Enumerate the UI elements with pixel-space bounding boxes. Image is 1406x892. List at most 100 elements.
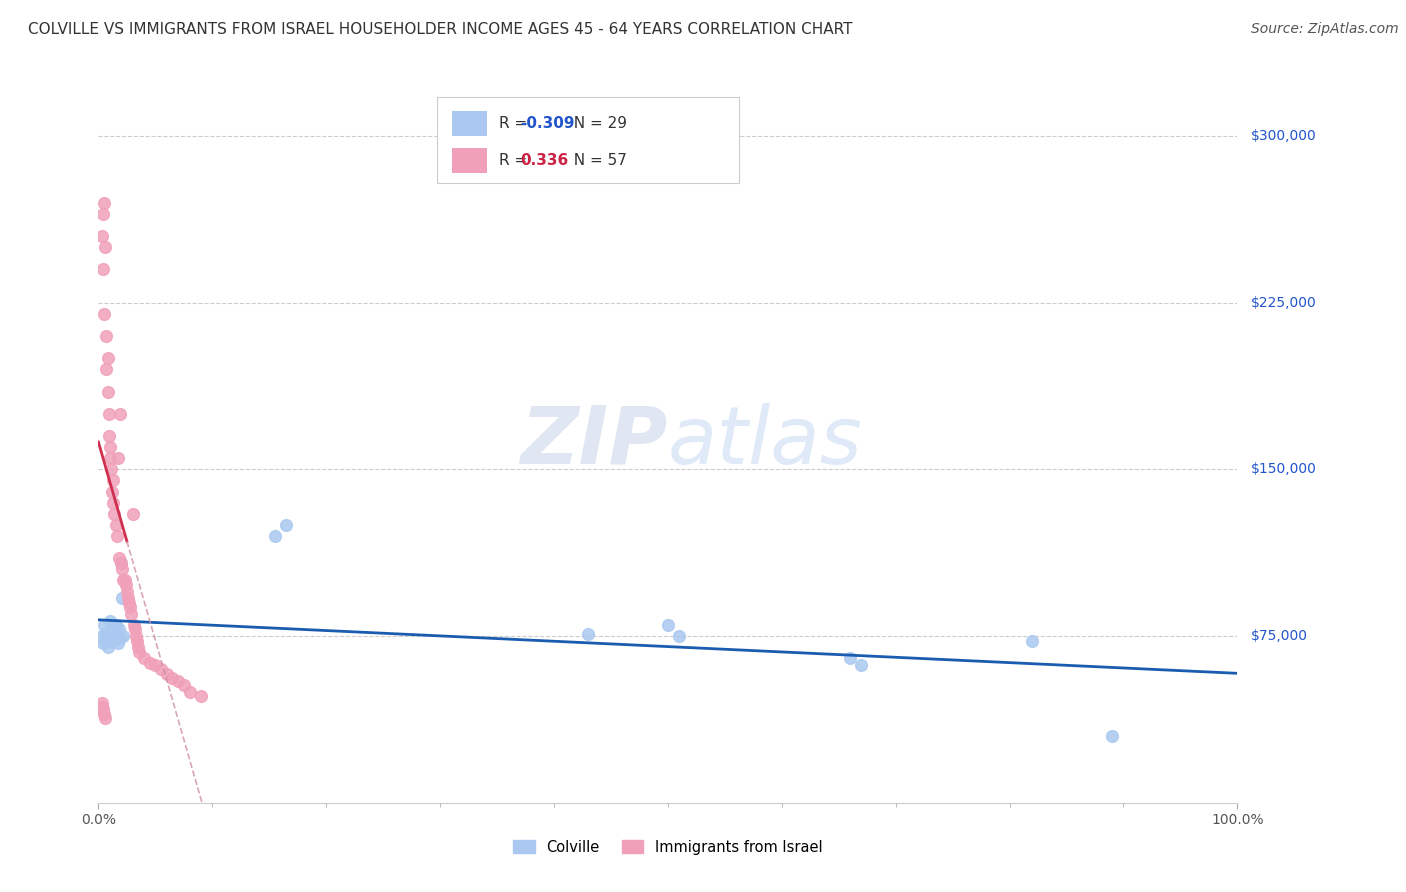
- Point: [115, 584, 138, 599]
- Point: [118, 596, 141, 610]
- Point: [93, 307, 115, 321]
- Point: [108, 551, 131, 566]
- Point: [107, 636, 129, 650]
- Text: $225,000: $225,000: [1251, 295, 1317, 310]
- Point: [91, 262, 114, 277]
- Point: [101, 484, 124, 499]
- Point: [839, 651, 862, 665]
- Point: [94, 633, 117, 648]
- Point: [127, 640, 149, 655]
- Point: [90, 696, 112, 710]
- Point: [96, 362, 118, 376]
- Point: [124, 623, 146, 637]
- Point: [128, 645, 150, 659]
- Point: [103, 507, 125, 521]
- Point: [98, 440, 121, 454]
- Point: [91, 702, 114, 716]
- Point: [264, 529, 287, 543]
- Point: [110, 556, 132, 570]
- Point: [120, 607, 142, 621]
- Point: [94, 240, 117, 254]
- Point: [105, 629, 128, 643]
- Point: [107, 451, 129, 466]
- Point: [96, 384, 118, 399]
- Point: [117, 591, 139, 606]
- Point: [111, 562, 134, 576]
- Point: [105, 529, 128, 543]
- Text: R =: R =: [499, 116, 533, 131]
- Point: [94, 711, 117, 725]
- Point: [110, 556, 132, 570]
- Point: [96, 640, 118, 655]
- Point: [90, 700, 112, 714]
- Point: [127, 633, 149, 648]
- Text: N = 29: N = 29: [564, 116, 627, 131]
- Point: [100, 623, 122, 637]
- Point: [173, 678, 195, 692]
- Text: -0.309: -0.309: [520, 116, 575, 131]
- Text: 0.336: 0.336: [520, 153, 568, 169]
- Point: [114, 574, 136, 588]
- Point: [120, 600, 142, 615]
- Text: ZIP: ZIP: [520, 402, 668, 481]
- Point: [125, 629, 148, 643]
- Text: COLVILLE VS IMMIGRANTS FROM ISRAEL HOUSEHOLDER INCOME AGES 45 - 64 YEARS CORRELA: COLVILLE VS IMMIGRANTS FROM ISRAEL HOUSE…: [28, 22, 852, 37]
- Point: [108, 632, 131, 646]
- Legend: Colville, Immigrants from Israel: Colville, Immigrants from Israel: [508, 834, 828, 861]
- Text: $300,000: $300,000: [1251, 128, 1317, 143]
- Point: [179, 684, 201, 698]
- Point: [668, 629, 690, 643]
- Point: [138, 656, 160, 670]
- Point: [101, 629, 124, 643]
- Point: [150, 662, 173, 676]
- Point: [91, 636, 114, 650]
- Point: [122, 618, 145, 632]
- Point: [104, 618, 127, 632]
- Point: [111, 591, 134, 606]
- Point: [276, 517, 298, 532]
- Point: [93, 706, 115, 721]
- Point: [145, 657, 167, 672]
- Point: [1021, 633, 1043, 648]
- Point: [103, 627, 125, 641]
- Point: [657, 618, 679, 632]
- Point: [90, 228, 112, 243]
- Point: [97, 629, 120, 643]
- Point: [167, 673, 190, 688]
- Point: [851, 657, 873, 672]
- Point: [112, 629, 135, 643]
- Text: R =: R =: [499, 153, 537, 169]
- Point: [96, 351, 118, 366]
- Text: $75,000: $75,000: [1251, 629, 1308, 643]
- Point: [114, 578, 136, 592]
- Point: [1101, 729, 1123, 743]
- Text: atlas: atlas: [668, 402, 863, 481]
- Point: [112, 574, 135, 588]
- Point: [156, 666, 179, 681]
- Text: $150,000: $150,000: [1251, 462, 1317, 476]
- Point: [98, 614, 121, 628]
- Point: [97, 429, 120, 443]
- Point: [98, 451, 121, 466]
- Point: [97, 407, 120, 421]
- Point: [121, 507, 143, 521]
- Point: [91, 207, 114, 221]
- Point: [103, 633, 125, 648]
- Point: [93, 195, 115, 210]
- Point: [132, 651, 155, 665]
- Point: [93, 618, 115, 632]
- Point: [104, 517, 127, 532]
- Point: [96, 627, 118, 641]
- Point: [576, 627, 599, 641]
- Point: [108, 623, 131, 637]
- Point: [96, 329, 118, 343]
- Point: [90, 629, 112, 643]
- Text: Source: ZipAtlas.com: Source: ZipAtlas.com: [1251, 22, 1399, 37]
- Point: [108, 407, 131, 421]
- Point: [103, 474, 125, 488]
- Point: [100, 462, 122, 476]
- Point: [103, 496, 125, 510]
- Text: N = 57: N = 57: [564, 153, 627, 169]
- Point: [162, 671, 184, 685]
- Point: [190, 689, 212, 703]
